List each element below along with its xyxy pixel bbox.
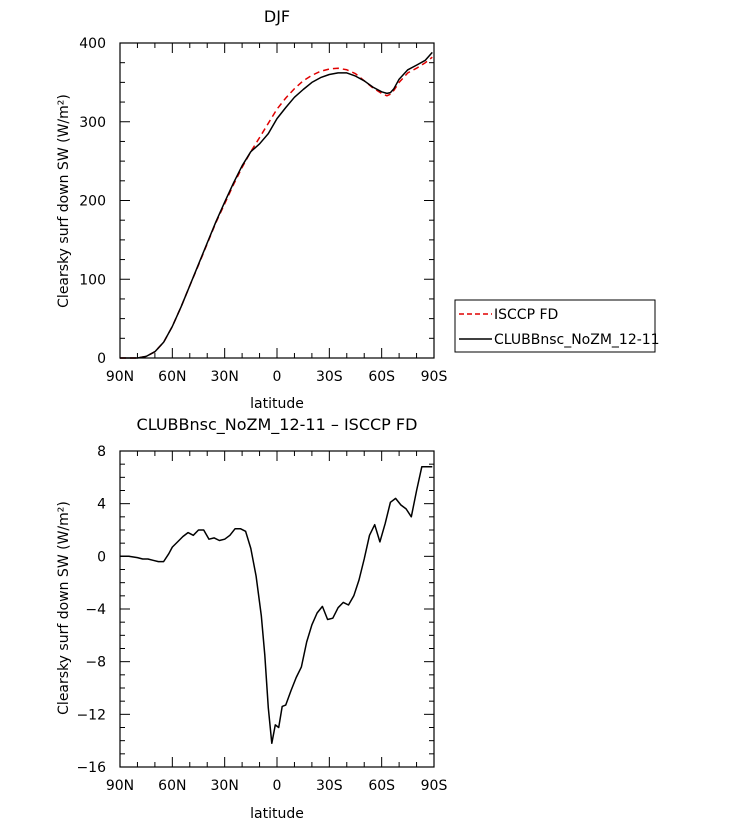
top-plot-frame bbox=[119, 42, 435, 359]
x-tick-label: 90S bbox=[421, 369, 448, 385]
x-tick-label: 60N bbox=[158, 778, 186, 794]
series-line-1 bbox=[120, 51, 433, 359]
x-tick-label: 90S bbox=[421, 778, 448, 794]
y-tick-label: −8 bbox=[85, 655, 106, 671]
top-title: DJF bbox=[264, 7, 290, 26]
top-ylabel: Clearsky surf down SW (W/m²) bbox=[56, 94, 72, 308]
bottom-plot-frame bbox=[119, 450, 435, 768]
y-tick-label: 0 bbox=[97, 549, 106, 565]
y-tick-label: 200 bbox=[79, 194, 106, 210]
x-tick-label: 60S bbox=[368, 369, 395, 385]
y-tick-label: 0 bbox=[97, 351, 106, 367]
legend-label-clubb: CLUBBnsc_NoZM_12-11 bbox=[494, 332, 660, 348]
bottom-xlabel: latitude bbox=[250, 806, 304, 822]
x-tick-label: 30S bbox=[316, 369, 343, 385]
x-tick-label: 0 bbox=[273, 778, 282, 794]
top-panel: DJF Clearsky surf down SW (W/m²) latitud… bbox=[56, 7, 660, 412]
x-tick-label: 60S bbox=[368, 778, 395, 794]
x-tick-label: 90N bbox=[106, 369, 134, 385]
y-tick-label: −4 bbox=[85, 602, 106, 618]
top-series-lines bbox=[120, 51, 433, 359]
top-axis-ticks: 90N 60N 30N 0 30S 60S 90S 0 100 200 300 400 bbox=[79, 36, 447, 385]
legend: ISCCP FD CLUBBnsc_NoZM_12-11 bbox=[454, 299, 660, 353]
x-tick-label: 60N bbox=[158, 369, 186, 385]
x-tick-label: 30N bbox=[211, 778, 239, 794]
y-tick-label: −16 bbox=[76, 760, 106, 776]
bottom-title: CLUBBnsc_NoZM_12-11 – ISCCP FD bbox=[137, 415, 418, 435]
x-tick-label: 0 bbox=[273, 369, 282, 385]
bottom-panel: CLUBBnsc_NoZM_12-11 – ISCCP FD Clearsky … bbox=[56, 415, 447, 822]
legend-label-isccp: ISCCP FD bbox=[494, 307, 558, 323]
y-tick-label: 4 bbox=[97, 497, 106, 513]
series-line-0 bbox=[120, 56, 433, 359]
series-line-0 bbox=[120, 466, 433, 745]
top-xlabel: latitude bbox=[250, 396, 304, 412]
y-tick-label: −12 bbox=[76, 707, 106, 723]
bottom-series-lines bbox=[120, 466, 433, 745]
y-tick-label: 300 bbox=[79, 115, 106, 131]
bottom-ylabel: Clearsky surf down SW (W/m²) bbox=[56, 501, 72, 715]
y-tick-label: 100 bbox=[79, 272, 106, 288]
bottom-axis-ticks: 90N 60N 30N 0 30S 60S 90S −16 −12 −8 −4 0 4 8 bbox=[76, 444, 447, 794]
y-tick-label: 400 bbox=[79, 36, 106, 52]
x-tick-label: 30N bbox=[211, 369, 239, 385]
legend-box bbox=[454, 299, 656, 353]
y-tick-label: 8 bbox=[97, 444, 106, 460]
x-tick-label: 30S bbox=[316, 778, 343, 794]
x-tick-label: 90N bbox=[106, 778, 134, 794]
